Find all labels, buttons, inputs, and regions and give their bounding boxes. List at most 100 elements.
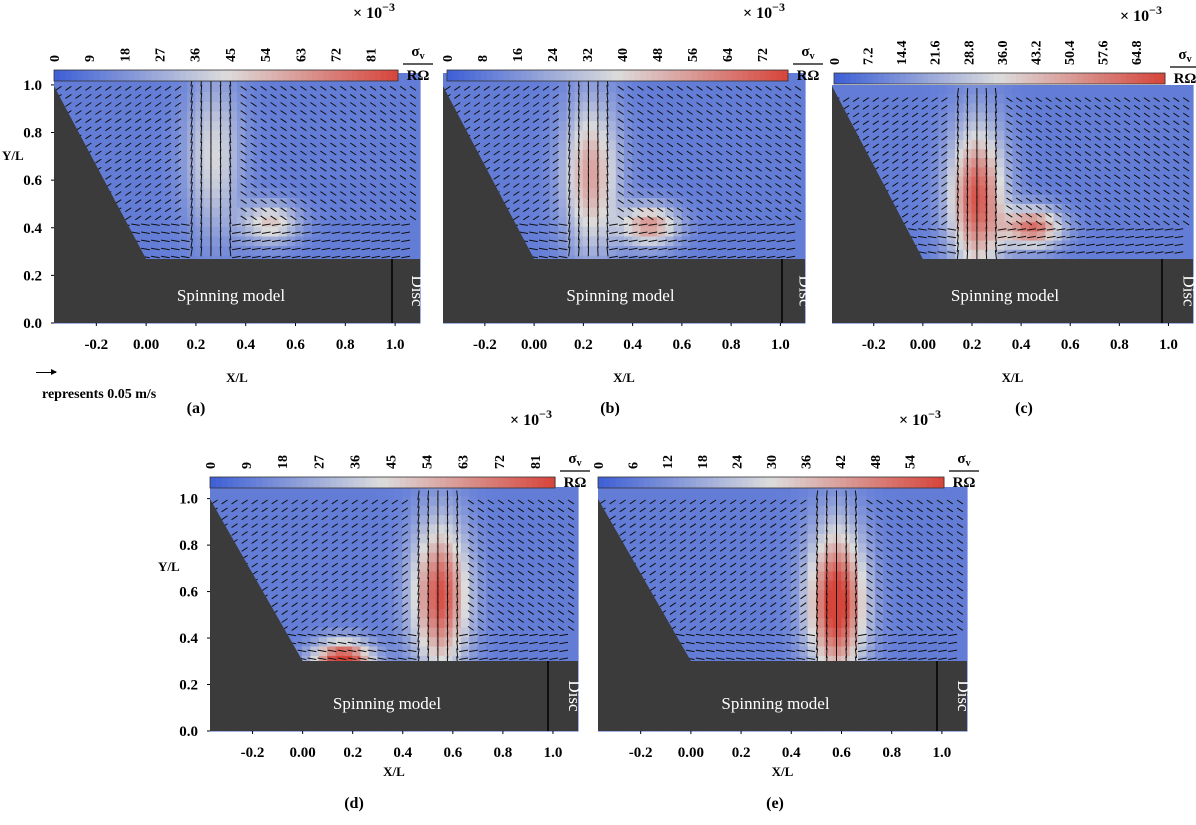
heat-cell	[840, 94, 849, 104]
heat-cell	[137, 82, 147, 93]
heat-cell	[370, 159, 379, 170]
vector-arrow	[785, 215, 792, 221]
vector-arrow	[95, 126, 102, 132]
heat-cell	[698, 121, 707, 132]
vector-arrow	[381, 255, 391, 259]
heat-cell	[178, 236, 188, 247]
vector-arrow	[627, 85, 634, 91]
heat-cell	[755, 188, 765, 199]
colorbar-segment	[606, 70, 613, 81]
heat-cell	[1119, 103, 1128, 114]
heat-cell	[162, 130, 171, 141]
heat-cell	[203, 198, 213, 209]
vector-arrow	[656, 110, 664, 115]
heat-cell	[731, 140, 740, 151]
heat-cell	[1053, 103, 1063, 114]
heat-cell	[1102, 176, 1112, 187]
heat-cell	[541, 246, 551, 257]
heat-cell	[656, 169, 666, 180]
heat-cell	[558, 121, 567, 132]
heat-cell	[624, 169, 633, 180]
heat-cell	[1184, 240, 1194, 251]
vector-arrow	[330, 183, 337, 188]
vector-arrow	[756, 247, 766, 251]
heat-cell	[237, 207, 246, 218]
vector-arrow	[200, 173, 203, 184]
heat-cell	[955, 149, 964, 159]
heat-cell	[1143, 167, 1153, 178]
vector-arrow	[725, 142, 733, 148]
vector-arrow	[330, 191, 337, 196]
vector-arrow	[260, 150, 267, 156]
vector-arrow	[627, 183, 634, 188]
vector-arrow	[270, 126, 277, 132]
heat-cell	[856, 85, 866, 95]
heat-cell	[591, 111, 600, 122]
heat-cell	[295, 198, 305, 209]
vector-arrow	[219, 165, 222, 176]
heat-cell	[128, 198, 138, 209]
vector-arrow	[454, 93, 461, 99]
heat-cell	[253, 121, 263, 132]
heat-cell	[632, 198, 641, 209]
heat-cell	[120, 198, 130, 209]
heat-cell	[137, 217, 147, 228]
colorbar-segment	[583, 70, 590, 81]
heat-cell	[739, 149, 748, 161]
heat-cell	[689, 178, 699, 189]
vector-arrow	[686, 118, 693, 124]
heat-cell	[112, 178, 122, 189]
heat-cell	[484, 121, 493, 132]
vector-arrow	[190, 125, 193, 135]
vector-arrow	[503, 102, 510, 107]
colorbar-segment	[203, 70, 210, 81]
heat-cell	[253, 159, 263, 170]
vector-arrow	[301, 239, 311, 243]
heat-cell	[747, 159, 757, 170]
vector-arrow	[483, 150, 491, 156]
heat-cell	[979, 130, 989, 141]
vector-arrow	[200, 125, 203, 135]
heat-cell	[1069, 213, 1079, 223]
vector-arrow	[676, 207, 684, 213]
vector-arrow	[369, 118, 377, 124]
vector-arrow	[154, 158, 162, 164]
vector-arrow	[219, 230, 222, 241]
heat-cell	[656, 149, 666, 161]
heat-cell	[378, 207, 388, 218]
heat-cell	[1184, 130, 1194, 141]
colorbar-segment	[180, 70, 187, 81]
heat-cell	[541, 101, 551, 112]
heat-cell	[1053, 249, 1063, 260]
vector-arrow	[558, 231, 568, 234]
heat-cell	[881, 167, 890, 178]
vector-arrow	[542, 85, 550, 91]
vector-arrow	[656, 142, 664, 148]
heat-cell	[665, 226, 674, 237]
heat-cell	[353, 236, 363, 247]
heat-cell	[220, 140, 230, 151]
heat-cell	[120, 101, 130, 112]
vector-arrow	[716, 134, 723, 140]
heat-cell	[1004, 213, 1014, 223]
heat-cell	[1037, 240, 1046, 251]
vector-arrow	[775, 102, 782, 107]
vector-arrow	[300, 93, 307, 99]
heat-cell	[195, 246, 205, 257]
heat-cell	[796, 246, 806, 257]
vector-arrow	[628, 231, 638, 234]
heat-cell	[1184, 103, 1194, 114]
heat-cell	[1119, 121, 1128, 132]
colorbar-segment	[566, 70, 573, 81]
heat-cell	[403, 178, 413, 189]
heat-cell	[566, 236, 576, 247]
vector-arrow	[125, 118, 132, 124]
heat-cell	[772, 198, 781, 209]
heat-cell	[328, 111, 338, 122]
vector-arrow	[737, 223, 746, 226]
heat-cell	[1094, 130, 1104, 141]
vector-arrow	[240, 126, 247, 132]
heat-cell	[295, 140, 305, 151]
vector-arrow	[513, 207, 520, 213]
x-tick-label: 0.00	[521, 337, 547, 353]
